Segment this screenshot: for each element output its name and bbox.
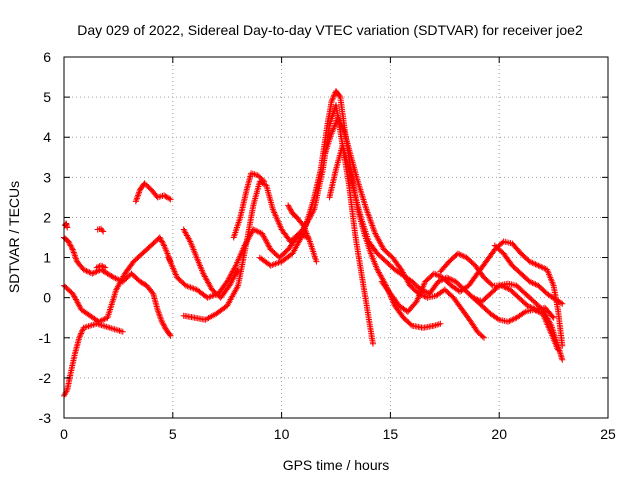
series-track-9 [180, 226, 242, 301]
axis-ticks [63, 56, 609, 419]
series-track-6 [94, 225, 107, 235]
series-track-19 [491, 242, 566, 307]
marker-trace [470, 294, 561, 353]
marker-trace [322, 114, 487, 341]
marker-trace [378, 238, 566, 349]
marker-trace [437, 250, 557, 321]
x-tick-label: 5 [169, 426, 177, 442]
marker-trace [180, 226, 242, 301]
plot-border [63, 56, 609, 419]
series-track-17 [437, 250, 557, 321]
marker-trace [230, 170, 268, 241]
marker-trace [132, 180, 174, 205]
series-track-11 [230, 170, 268, 241]
y-tick-label: -2 [39, 370, 52, 386]
series-track-5 [93, 262, 109, 271]
series-track-18 [470, 294, 561, 353]
marker-trace [94, 225, 107, 235]
x-tick-label: 20 [491, 426, 507, 442]
x-tick-label: 10 [274, 426, 290, 442]
x-tick-label: 0 [60, 426, 68, 442]
y-tick-label: 5 [43, 89, 51, 105]
series-track-7 [132, 180, 174, 205]
series-track-2 [62, 220, 71, 231]
y-tick-label: 2 [43, 209, 51, 225]
y-axis-label: SDTVAR / TECUs [6, 181, 22, 293]
y-tick-label: 0 [43, 290, 51, 306]
y-tick-label: 4 [43, 129, 51, 145]
x-axis-label: GPS time / hours [283, 457, 390, 473]
y-tick-label: 3 [43, 169, 51, 185]
axis-tick-labels: 0 5 10 15 20 25 -3 -2 -1 0 1 2 3 4 5 6 [39, 49, 616, 442]
series-track-14 [322, 114, 487, 341]
series-track-16 [378, 238, 566, 349]
marker-trace [93, 262, 109, 271]
y-tick-label: 6 [43, 49, 51, 65]
marker-trace [491, 242, 566, 307]
x-tick-label: 25 [600, 426, 616, 442]
data-points [61, 88, 566, 399]
y-tick-label: -3 [39, 410, 52, 426]
marker-trace [62, 220, 71, 231]
series-track-13 [285, 202, 320, 265]
chart-title: Day 029 of 2022, Sidereal Day-to-day VTE… [77, 22, 583, 38]
y-tick-label: 1 [43, 250, 51, 266]
x-tick-label: 15 [383, 426, 399, 442]
y-tick-label: -1 [39, 330, 52, 346]
marker-trace [285, 202, 320, 265]
